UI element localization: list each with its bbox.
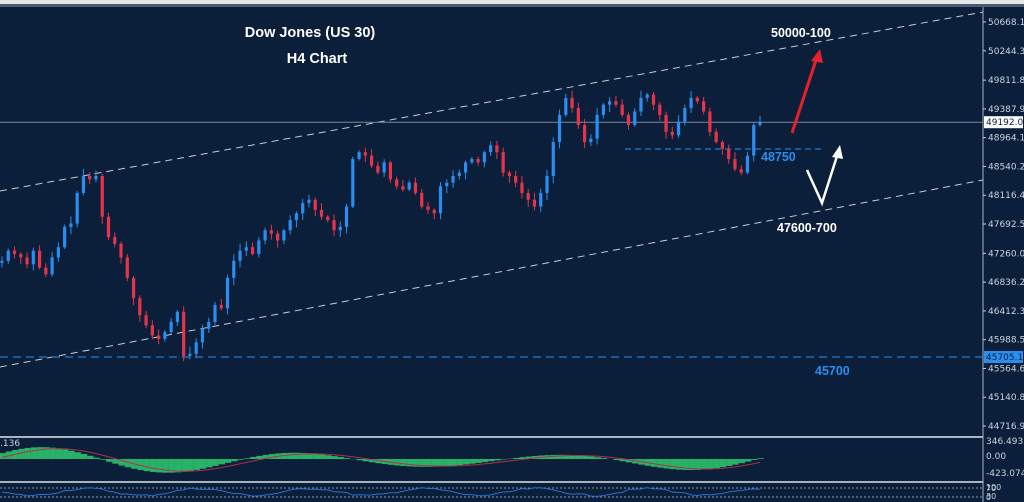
macd-tick: 0.00 <box>986 452 1006 462</box>
chart-subtitle: H4 Chart <box>287 51 348 67</box>
support-price-label: 45705.17 <box>986 353 1024 363</box>
price-tick: 45140.80 <box>988 393 1024 403</box>
price-tick: 49811.80 <box>988 76 1024 86</box>
trend-channel <box>0 11 984 368</box>
price-tick: 48116.40 <box>988 191 1024 201</box>
window-top-strip <box>0 0 1024 4</box>
horizontal-levels <box>0 121 983 358</box>
rsi-tick: 70 <box>986 484 996 493</box>
candlesticks <box>0 90 762 362</box>
support-horizontal-label: 45700 <box>815 364 850 378</box>
macd-panel: .136 <box>0 439 764 473</box>
support-mid-label: 48750 <box>761 150 796 164</box>
chart-title: Dow Jones (US 30) <box>245 25 376 41</box>
panel-frames <box>0 7 984 502</box>
price-tick: 50244.30 <box>988 47 1024 57</box>
price-tick: 47692.55 <box>988 220 1024 230</box>
macd-tick: -423.074 <box>986 469 1024 479</box>
price-tick: 50668.15 <box>988 18 1024 28</box>
price-tick: 45988.50 <box>988 336 1024 346</box>
price-tick: 45564.65 <box>988 364 1024 374</box>
price-tick: 46836.20 <box>988 278 1024 288</box>
target-high-label: 50000-100 <box>771 26 831 40</box>
price-tick: 48540.25 <box>988 162 1024 172</box>
price-axis[interactable]: 50668.15 50244.30 49811.80 49387.95 48964.10… <box>983 18 1024 502</box>
projection-arrows <box>790 49 843 207</box>
price-tick: 44716.95 <box>988 422 1024 432</box>
price-tick: 47260.05 <box>988 249 1024 259</box>
svg-text:.136: .136 <box>0 439 20 449</box>
rsi-panel <box>0 487 983 498</box>
support-low-label: 47600-700 <box>777 221 837 235</box>
price-tick: 46412.35 <box>988 307 1024 317</box>
price-tick: 49387.95 <box>988 105 1024 115</box>
chart-area[interactable]: .136 50668.15 50244.30 49811.80 49387.95 489… <box>0 7 1024 502</box>
window-border <box>0 4 1024 7</box>
macd-tick: 346.493 <box>986 437 1023 447</box>
price-tick: 48964.10 <box>988 134 1024 144</box>
rsi-tick: 0 <box>986 493 991 502</box>
rsi-tick: 30 <box>986 492 996 501</box>
price-chart[interactable]: .136 50668.15 50244.30 49811.80 49387.95 489… <box>0 7 1024 502</box>
current-price-label: 49192.05 <box>986 118 1024 128</box>
rsi-tick: 100 <box>986 483 1001 492</box>
